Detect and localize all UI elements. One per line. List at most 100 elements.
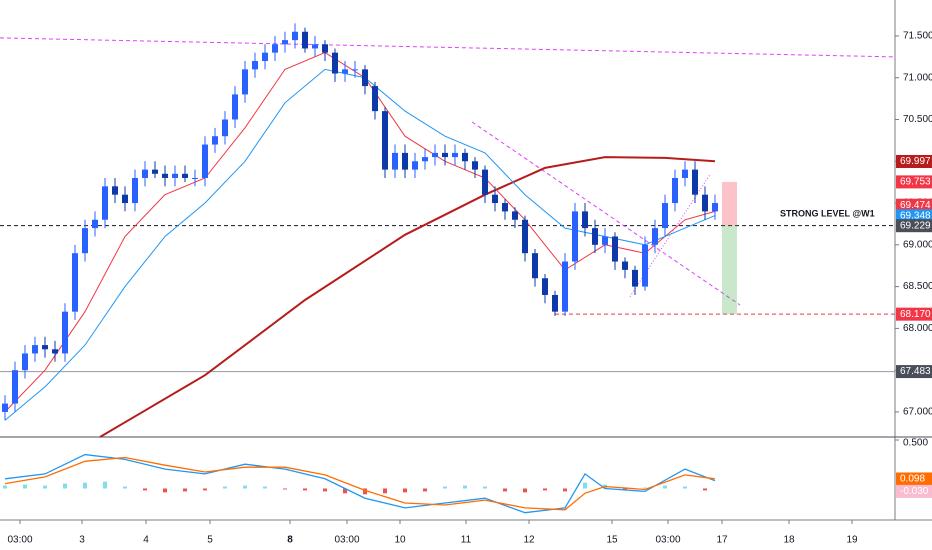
x-tick-label: 19: [846, 535, 858, 546]
candle-body: [432, 152, 438, 158]
candle-body: [292, 31, 298, 41]
candle-body: [712, 203, 718, 212]
y-tick-label: 68.000: [903, 323, 932, 334]
candle-body: [212, 136, 218, 145]
price-label: 0.098: [900, 474, 925, 485]
candle-body: [152, 169, 158, 174]
macd-histogram: [283, 488, 287, 490]
macd-histogram: [683, 486, 687, 489]
y-tick-label: 69.000: [903, 239, 932, 250]
candle-body: [12, 370, 18, 404]
candle-body: [582, 211, 588, 229]
candle-body: [82, 228, 88, 254]
macd-histogram: [443, 486, 447, 489]
candle-body: [282, 40, 288, 45]
macd-histogram: [523, 488, 527, 493]
position-target: [722, 225, 737, 315]
x-tick-label: 12: [523, 535, 535, 546]
price-label-bg: [896, 365, 932, 379]
candle-body: [262, 52, 268, 61]
macd-histogram: [103, 481, 107, 489]
candle-body: [52, 349, 58, 354]
candle-body: [572, 211, 578, 262]
macd-histogram: [343, 488, 347, 494]
candle-body: [92, 219, 98, 229]
candle-body: [252, 60, 258, 70]
candle-body: [462, 152, 468, 162]
macd-histogram: [223, 486, 227, 489]
trendline: [471, 121, 741, 306]
candle-body: [702, 194, 708, 212]
candle-body: [422, 157, 428, 162]
price-label: 68.170: [900, 309, 931, 320]
price-label-bg: [896, 198, 932, 212]
price-axis-bg: [895, 0, 932, 550]
x-tick-label: 18: [783, 535, 795, 546]
position-stop: [722, 181, 737, 226]
macd-histogram: [363, 488, 367, 495]
macd-histogram: [163, 488, 167, 493]
candle-body: [552, 294, 558, 312]
candle-body: [162, 173, 168, 178]
candle-body: [122, 194, 128, 204]
candle-body: [42, 345, 48, 350]
x-tick-label: 11: [461, 535, 472, 546]
y-tick-label: 0.500: [903, 438, 928, 449]
macd-histogram: [423, 488, 427, 492]
candle-body: [202, 144, 208, 178]
macd-histogram: [23, 484, 27, 489]
candle-body: [502, 203, 508, 212]
candle-body: [412, 161, 418, 170]
x-tick-label: 8: [287, 535, 293, 546]
price-label: -0.030: [900, 486, 929, 497]
price-label: 69.997: [900, 156, 931, 167]
price-label-bg: [896, 175, 932, 189]
x-tick-label: 15: [606, 535, 618, 546]
candle-body: [112, 186, 118, 195]
candle-body: [692, 169, 698, 195]
candle-body: [592, 228, 598, 245]
candle-body: [302, 31, 308, 49]
x-tick-label: 03:00: [655, 535, 680, 546]
macd-histogram: [563, 488, 567, 492]
macd-histogram: [143, 488, 147, 491]
price-label-bg: [896, 484, 932, 498]
candle-body: [682, 169, 688, 178]
candle-body: [632, 269, 638, 287]
moving-average: [4, 52, 716, 413]
candle-body: [562, 261, 568, 312]
macd-histogram: [203, 488, 207, 491]
annotation: STRONG LEVEL @W1: [780, 208, 875, 218]
candle-body: [102, 186, 108, 220]
candle-body: [652, 228, 658, 245]
x-tick-label: 03:00: [7, 535, 32, 546]
macd-histogram: [483, 486, 487, 489]
candle-body: [662, 203, 668, 229]
candle-body: [522, 219, 528, 254]
candle-body: [672, 177, 678, 204]
candle-body: [492, 194, 498, 204]
candle-body: [472, 161, 478, 170]
macd-histogram: [63, 483, 67, 489]
candle-body: [222, 119, 228, 137]
macd-histogram: [503, 488, 507, 492]
x-tick-label: 03:00: [334, 535, 359, 546]
macd-line: [4, 453, 716, 514]
macd-histogram: [383, 488, 387, 494]
candle-body: [242, 69, 248, 95]
trendline: [0, 37, 896, 58]
candle-body: [532, 253, 538, 279]
candle-body: [482, 169, 488, 195]
y-tick-label: 71.000: [903, 72, 932, 83]
y-tick-label: 70.500: [903, 114, 932, 125]
price-label: 69.348: [900, 210, 931, 221]
price-label-bg: [896, 219, 932, 233]
price-label: 67.483: [900, 366, 931, 377]
x-tick-label: 10: [394, 535, 406, 546]
price-label-bg: [896, 209, 932, 223]
candle-body: [382, 111, 388, 170]
macd-histogram: [703, 488, 707, 491]
x-tick-label: 5: [207, 535, 213, 546]
candle-body: [62, 311, 68, 354]
